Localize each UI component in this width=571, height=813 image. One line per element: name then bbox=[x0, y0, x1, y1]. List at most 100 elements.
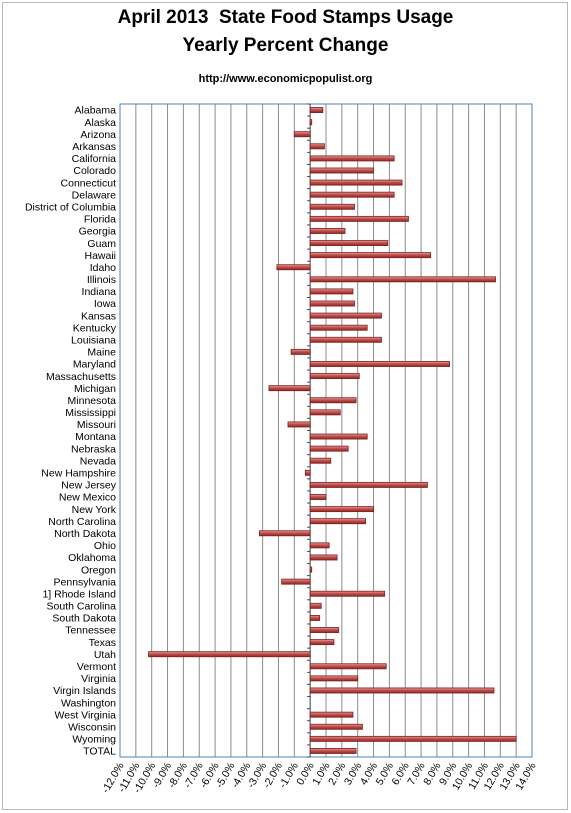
bar-arkansas bbox=[309, 143, 325, 150]
category-label: South Carolina bbox=[47, 601, 117, 613]
plot-border bbox=[119, 103, 533, 758]
category-label: Massachusetts bbox=[46, 371, 116, 383]
category-label: Illinois bbox=[87, 274, 116, 286]
category-label: Mississippi bbox=[65, 407, 116, 419]
category-label: Texas bbox=[89, 637, 116, 649]
bar-indiana bbox=[309, 288, 354, 295]
bar-oregon bbox=[309, 566, 313, 573]
category-label: Tennessee bbox=[65, 625, 116, 637]
bar-pennsylvania bbox=[281, 578, 311, 585]
bar-maine bbox=[290, 348, 311, 355]
category-label: Georgia bbox=[79, 226, 117, 238]
bar-oklahoma bbox=[309, 554, 338, 561]
category-label: Maine bbox=[87, 347, 116, 359]
bar-alaska bbox=[309, 119, 313, 126]
category-label: 1] Rhode Island bbox=[42, 588, 116, 600]
category-label: Ohio bbox=[94, 540, 116, 552]
bar-virginia bbox=[309, 675, 359, 682]
bar-ohio bbox=[309, 542, 330, 549]
category-label: Arkansas bbox=[72, 141, 116, 153]
category-label: Virgin Islands bbox=[53, 685, 116, 697]
category-label: Utah bbox=[94, 649, 116, 661]
bar-maryland bbox=[309, 361, 450, 367]
bar-mississippi bbox=[309, 409, 341, 416]
bar-illinois bbox=[309, 276, 496, 283]
bar-utah bbox=[148, 651, 311, 658]
category-label: Pennsylvania bbox=[54, 576, 117, 588]
bar-north-dakota bbox=[259, 530, 311, 537]
bar-louisiana bbox=[309, 336, 382, 343]
bar-connecticut bbox=[309, 179, 403, 186]
bar-georgia bbox=[309, 228, 346, 234]
category-label: Maryland bbox=[73, 359, 116, 371]
category-label: Oklahoma bbox=[68, 552, 116, 564]
category-label: Louisiana bbox=[71, 335, 116, 347]
category-label: Idaho bbox=[90, 262, 116, 274]
category-label: Arizona bbox=[80, 129, 116, 141]
bar-texas bbox=[309, 639, 335, 646]
bar-idaho bbox=[276, 264, 311, 271]
bar-nebraska bbox=[309, 445, 349, 452]
bar-west-virginia bbox=[309, 711, 354, 718]
category-label: Oregon bbox=[81, 564, 116, 576]
bar-kansas bbox=[309, 312, 382, 319]
bar-arizona bbox=[293, 131, 311, 138]
category-label: Montana bbox=[75, 431, 116, 443]
bar-district-of-columbia bbox=[309, 203, 355, 210]
chart-title-line1: April 2013 State Food Stamps Usage bbox=[117, 7, 454, 28]
bar-1-rhode-island bbox=[309, 590, 386, 597]
bar-colorado bbox=[309, 167, 374, 174]
bar-south-carolina bbox=[309, 602, 322, 609]
category-label: TOTAL bbox=[83, 746, 116, 758]
category-label: South Dakota bbox=[52, 613, 116, 625]
category-label: Florida bbox=[84, 214, 116, 226]
bar-virgin-islands bbox=[309, 687, 495, 694]
category-label: Hawaii bbox=[84, 250, 116, 262]
category-label: New Mexico bbox=[59, 492, 116, 504]
bar-florida bbox=[309, 215, 409, 222]
bar-new-hampshire bbox=[304, 469, 311, 476]
category-label: West Virginia bbox=[55, 709, 117, 721]
category-label: Indiana bbox=[82, 286, 117, 298]
bar-missouri bbox=[287, 421, 311, 428]
category-label: Kansas bbox=[81, 310, 116, 322]
bar-tennessee bbox=[309, 627, 340, 633]
bar-south-dakota bbox=[309, 614, 321, 621]
category-label: North Carolina bbox=[48, 516, 116, 528]
bar-kentucky bbox=[309, 324, 368, 331]
bar-vermont bbox=[309, 663, 387, 670]
bar-wyoming bbox=[309, 735, 517, 742]
category-label: Nevada bbox=[80, 455, 116, 467]
category-label: California bbox=[72, 153, 117, 165]
category-label: New Hampshire bbox=[41, 468, 116, 480]
category-label: Connecticut bbox=[61, 177, 117, 189]
bar-minnesota bbox=[309, 397, 357, 404]
bar-north-carolina bbox=[309, 518, 367, 525]
category-label: Colorado bbox=[73, 165, 116, 177]
bar-hawaii bbox=[309, 252, 431, 259]
category-label: New York bbox=[72, 504, 117, 516]
bar-new-mexico bbox=[309, 494, 327, 500]
bar-delaware bbox=[309, 191, 395, 198]
bar-alabama bbox=[309, 107, 324, 113]
category-label: Alaska bbox=[84, 117, 116, 129]
bar-guam bbox=[309, 240, 389, 247]
bar-total bbox=[309, 748, 357, 754]
category-label: Vermont bbox=[77, 661, 116, 673]
category-label: North Dakota bbox=[54, 528, 116, 540]
category-label: Delaware bbox=[72, 189, 117, 201]
category-label: New Jersey bbox=[61, 480, 117, 492]
category-label: Wisconsin bbox=[68, 721, 116, 733]
category-label: Nebraska bbox=[71, 443, 116, 455]
category-label: Guam bbox=[87, 238, 116, 250]
category-label: Iowa bbox=[94, 298, 116, 310]
category-label: Washington bbox=[61, 697, 116, 709]
bar-new-york bbox=[309, 506, 374, 513]
bar-nevada bbox=[309, 457, 332, 464]
bar-montana bbox=[309, 433, 368, 440]
category-label: District of Columbia bbox=[25, 201, 116, 213]
bar-california bbox=[309, 155, 395, 162]
category-label: Missouri bbox=[77, 419, 116, 431]
category-label: Alabama bbox=[75, 105, 117, 117]
